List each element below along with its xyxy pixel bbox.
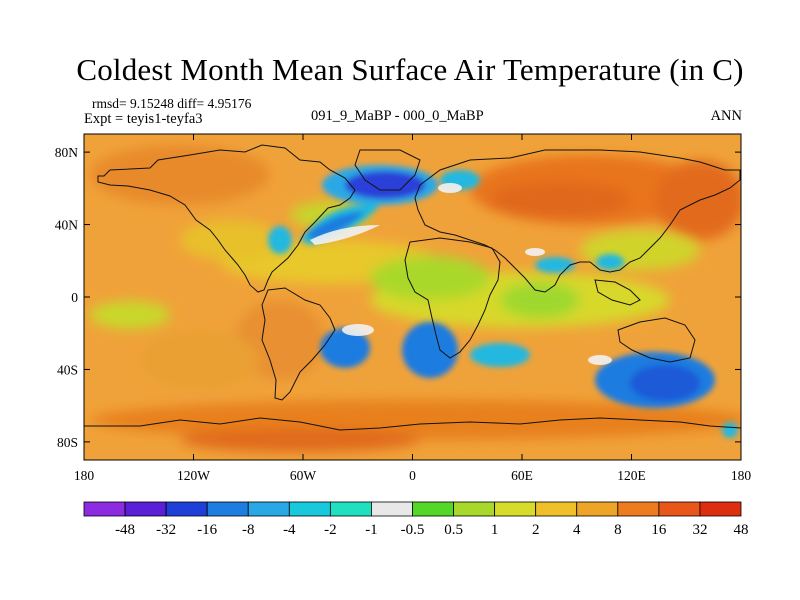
lon-tick-label: 60E: [511, 468, 533, 483]
colorbar-label: -2: [324, 522, 337, 538]
coast-antarctica: [84, 417, 741, 431]
field-patch-orange: [655, 160, 741, 240]
field-patch-white: [525, 248, 545, 256]
colorbar-label: 0.5: [444, 522, 463, 538]
colorbar-label: 2: [532, 522, 540, 538]
colorbar-box: [288, 501, 331, 517]
lon-tick-label: 180: [731, 468, 752, 483]
temperature-field: [84, 134, 741, 460]
field-patch-white: [438, 183, 462, 193]
coast-africa: [404, 237, 501, 359]
lat-tick-label: 80S: [57, 435, 78, 450]
field-patch-blue: [402, 322, 458, 378]
coast-eurasia: [414, 149, 741, 293]
colorbar-label: -4: [283, 522, 296, 538]
colorbar-label: 48: [734, 522, 749, 538]
colorbar-label: -16: [197, 522, 217, 538]
comparison-label: 091_9_MaBP - 000_0_MaBP: [311, 108, 484, 124]
lon-tick-label: 60W: [290, 468, 317, 483]
field-patch-orange: [90, 145, 270, 205]
coast-greenland: [354, 149, 421, 191]
colorbar-box: [83, 501, 126, 517]
field-patch-blue: [320, 328, 370, 368]
lon-tick-label: 180: [74, 468, 95, 483]
colorbar-box: [165, 501, 208, 517]
field-patch-blue: [305, 212, 365, 240]
field-patch-cyan: [722, 422, 738, 438]
colorbar-box: [412, 501, 454, 517]
colorbar-label: 16: [651, 522, 667, 538]
coast-north-america: [97, 144, 356, 293]
colorbar-box: [247, 501, 290, 517]
colorbar-label: 8: [614, 522, 622, 538]
field-patch-cyan: [470, 343, 530, 367]
colorbar-label: 4: [573, 522, 581, 538]
coast-australia: [617, 317, 696, 363]
field-patch-green: [370, 256, 490, 300]
field-patch-blue: [630, 365, 700, 401]
colorbar-box: [124, 501, 167, 517]
coast-islands: [594, 279, 641, 306]
colorbar-boxes: [83, 501, 742, 517]
field-patch-cyan: [596, 254, 624, 270]
colorbar-label: -48: [115, 522, 135, 538]
field-patch-orange: [490, 182, 630, 218]
field-patch-cyan: [268, 226, 292, 254]
field-patch-orange: [180, 428, 420, 452]
colorbar-box: [617, 501, 660, 517]
colorbar-label: -0.5: [401, 522, 425, 538]
colorbar-box: [494, 501, 537, 517]
colorbar-label: -8: [242, 522, 255, 538]
coast-south-america: [261, 287, 336, 401]
field-patch-yellow: [90, 301, 170, 329]
field-patch-white: [310, 225, 380, 245]
colorbar-labels: -48 -32 -16 -8 -4 -2 -1 -0.5 0.5 1 2 4 8 16 32 48: [115, 522, 748, 538]
coastlines: [84, 144, 741, 431]
map-title: Coldest Month Mean Surface Air Temperatu…: [76, 52, 744, 87]
stats-text: rmsd= 9.15248 diff= 4.95176: [92, 96, 252, 111]
lon-tick-label: 120E: [617, 468, 646, 483]
season-label: ANN: [710, 108, 742, 124]
field-patch-white: [588, 355, 612, 365]
experiment-label: Expt = teyis1-teyfa3: [84, 111, 203, 127]
field-patch-green: [500, 282, 580, 318]
colorbar-box: [576, 501, 619, 517]
lon-tick-label: 0: [409, 468, 416, 483]
field-patch-cyan: [535, 257, 575, 273]
lat-tick-label: 40N: [55, 218, 79, 233]
colorbar-box: [658, 501, 701, 517]
colorbar-label: -1: [365, 522, 378, 538]
lat-tick-label: 40S: [57, 362, 78, 377]
longitude-ticks: 180 120W 60W 0 60E 120E 180: [74, 134, 752, 483]
field-patch-dark-blue: [345, 171, 425, 199]
lat-tick-label: 0: [71, 290, 78, 305]
field-patch-orange: [140, 330, 260, 390]
colorbar-box: [329, 501, 372, 517]
colorbar-label: -32: [156, 522, 176, 538]
colorbar-label: 32: [692, 522, 707, 538]
colorbar-box: [206, 501, 249, 517]
colorbar-box: [371, 501, 413, 517]
lon-tick-label: 120W: [177, 468, 210, 483]
colorbar-box: [699, 501, 742, 517]
lat-tick-label: 80N: [55, 145, 79, 160]
latitude-ticks: 80N 40N 0 40S 80S: [55, 145, 741, 450]
colorbar-box: [453, 501, 496, 517]
field-patch-yellow: [180, 220, 280, 260]
field-patch-white: [342, 324, 374, 336]
colorbar-box: [535, 501, 578, 517]
colorbar-label: 1: [491, 522, 499, 538]
